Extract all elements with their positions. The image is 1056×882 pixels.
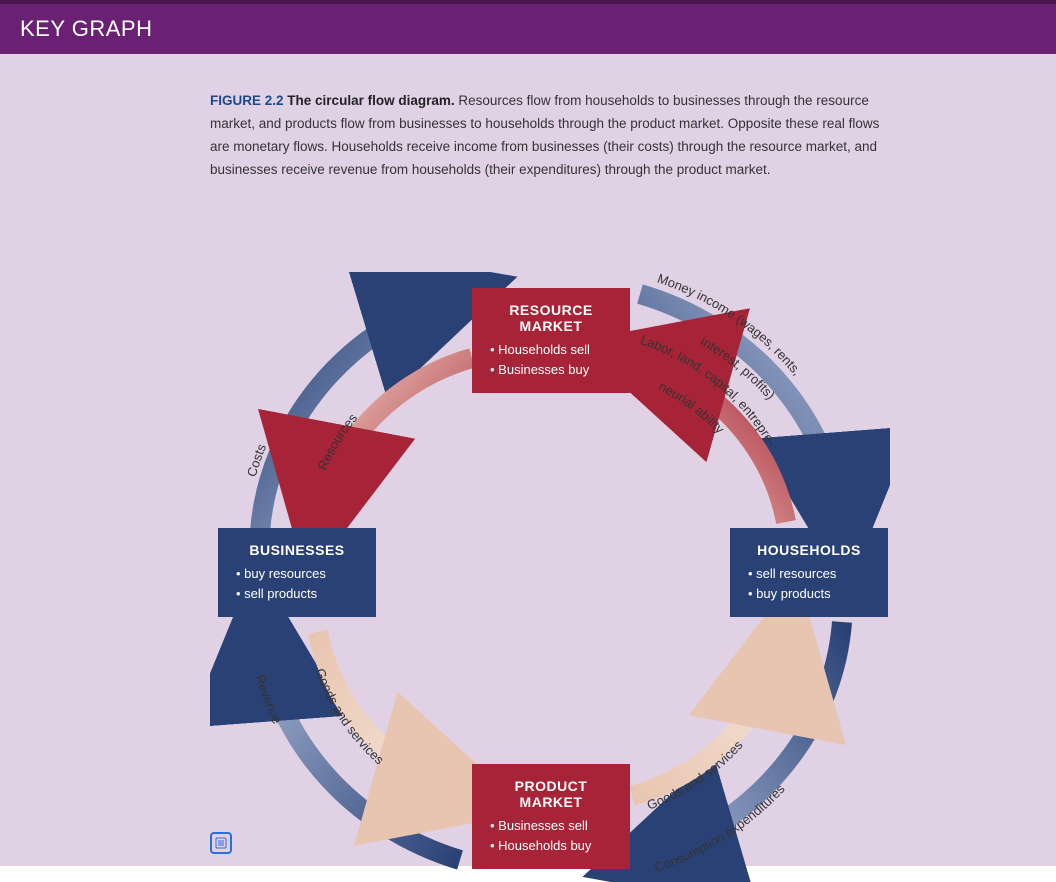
node-title: RESOURCE MARKET	[490, 302, 612, 334]
label-goods-right: Goods and services	[645, 737, 746, 812]
node-businesses: BUSINESSES buy resources sell products	[218, 528, 376, 617]
node-bullet: Businesses buy	[490, 360, 612, 380]
node-title: BUSINESSES	[236, 542, 358, 558]
node-bullet: Households sell	[490, 340, 612, 360]
figure-title: The circular flow diagram.	[287, 93, 454, 108]
notes-icon[interactable]	[210, 832, 232, 854]
node-bullet: sell products	[236, 584, 358, 604]
node-bullet: Households buy	[490, 836, 612, 856]
node-product-market: PRODUCT MARKET Businesses sell Household…	[472, 764, 630, 869]
header-bar: KEY GRAPH	[0, 0, 1056, 54]
content-area: FIGURE 2.2 The circular flow diagram. Re…	[0, 54, 1056, 866]
node-bullet: sell resources	[748, 564, 870, 584]
header-title: KEY GRAPH	[20, 16, 152, 41]
figure-caption: FIGURE 2.2 The circular flow diagram. Re…	[210, 90, 890, 182]
arrow-costs	[260, 294, 460, 532]
node-bullet: buy products	[748, 584, 870, 604]
figure-label: FIGURE 2.2	[210, 93, 284, 108]
node-title: PRODUCT MARKET	[490, 778, 612, 810]
node-bullet: buy resources	[236, 564, 358, 584]
circular-flow-diagram: Costs Money income (wages, rents, intere…	[210, 272, 890, 882]
label-goods-left: Goods and services	[313, 666, 388, 767]
node-resource-market: RESOURCE MARKET Households sell Business…	[472, 288, 630, 393]
node-bullet: Businesses sell	[490, 816, 612, 836]
node-households: HOUSEHOLDS sell resources buy products	[730, 528, 888, 617]
node-title: HOUSEHOLDS	[748, 542, 870, 558]
